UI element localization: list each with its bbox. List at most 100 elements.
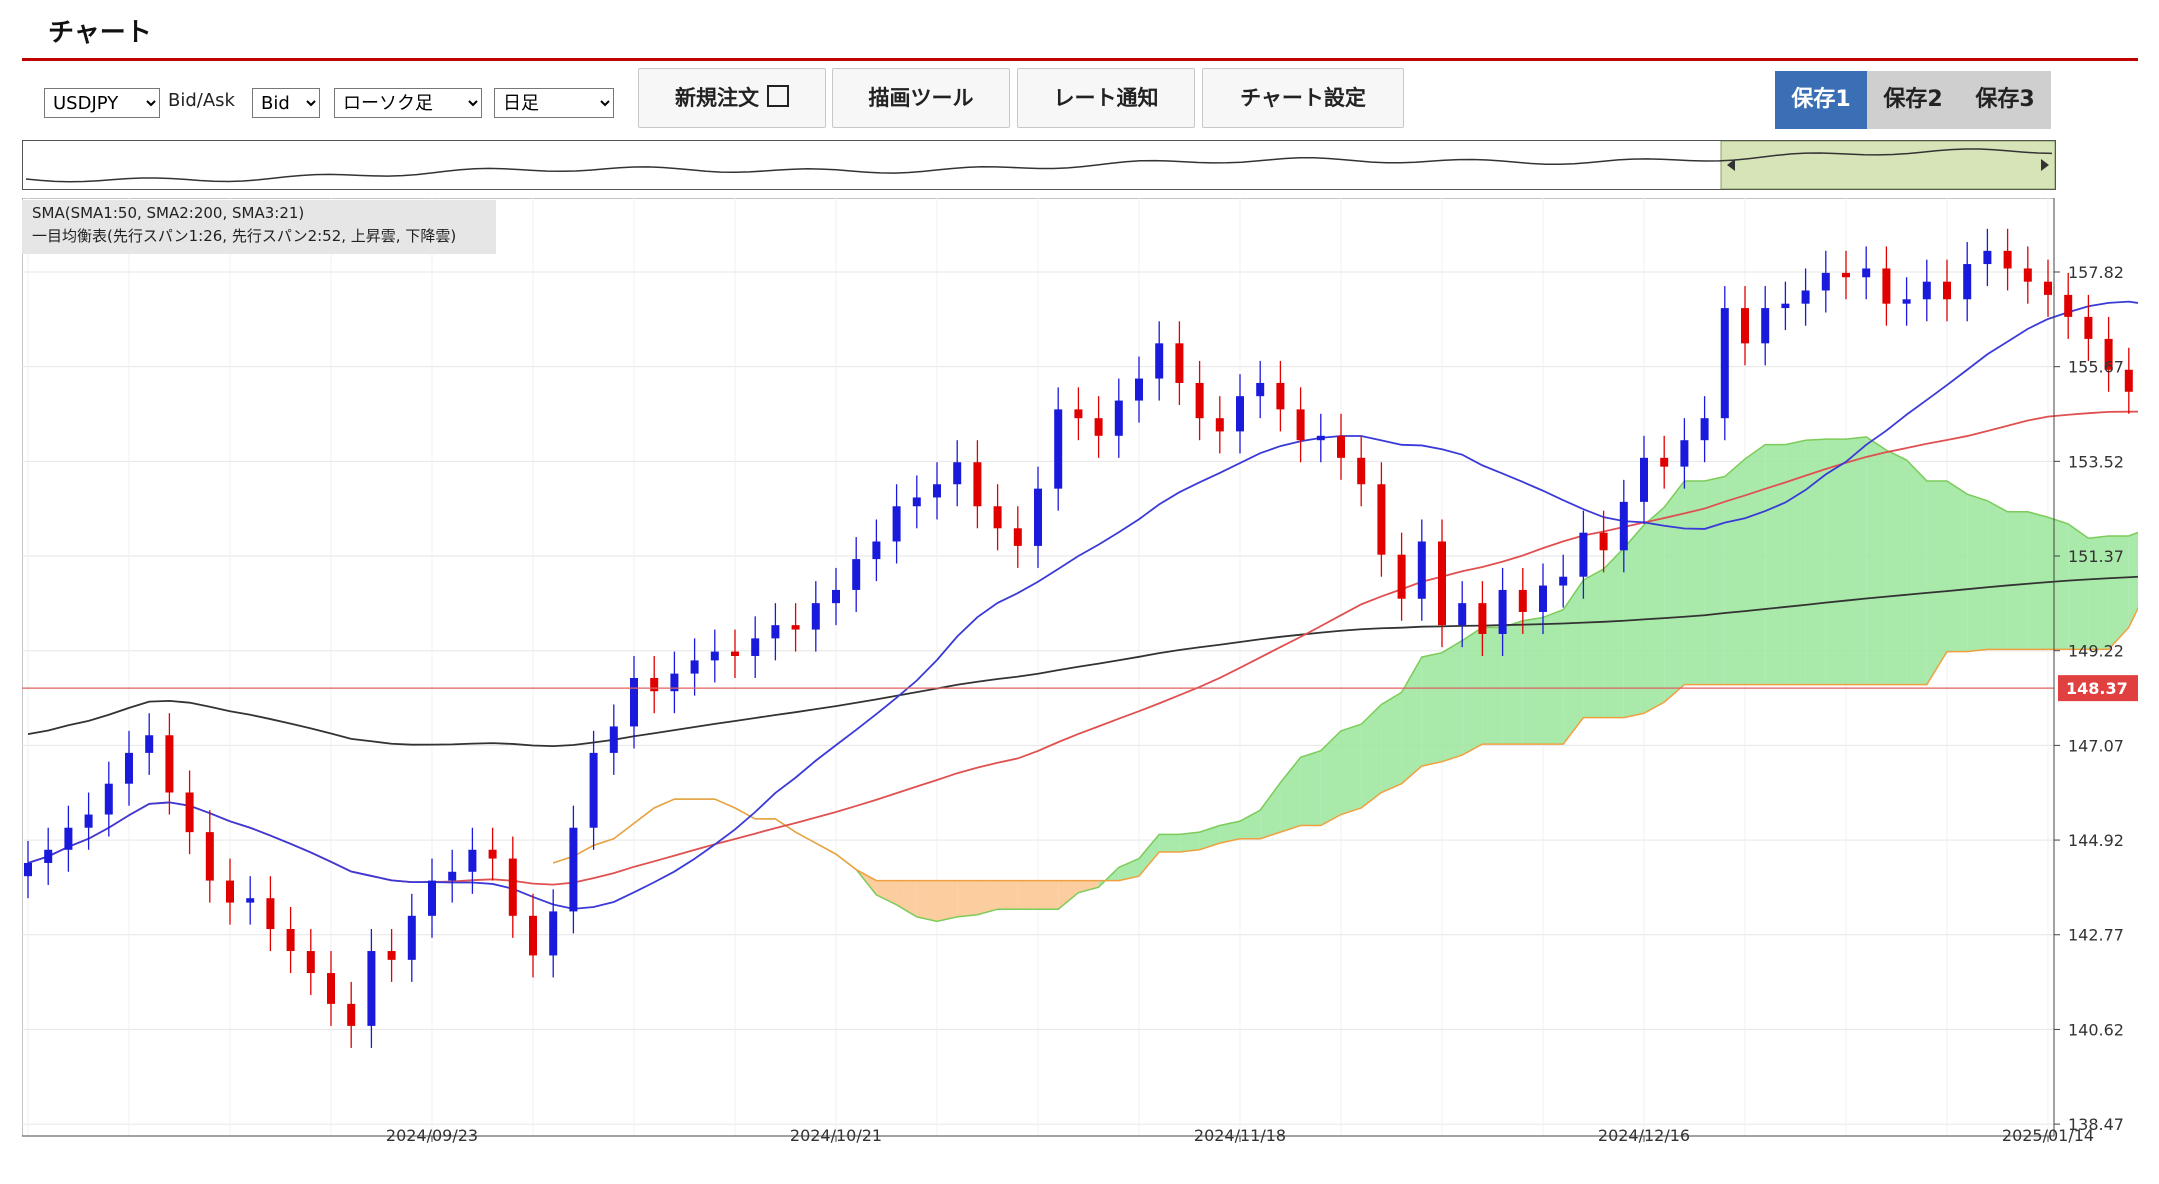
candle-up[interactable]	[549, 911, 558, 956]
candle-up[interactable]	[1781, 303, 1790, 309]
candle-up[interactable]	[1316, 435, 1325, 441]
candle-down[interactable]	[387, 951, 396, 960]
candle-down[interactable]	[791, 625, 800, 630]
candle-up[interactable]	[1720, 308, 1729, 419]
candle-down[interactable]	[1094, 418, 1103, 436]
candle-up[interactable]	[811, 603, 820, 630]
candle-up[interactable]	[44, 849, 53, 863]
candle-up[interactable]	[24, 862, 32, 877]
candle-down[interactable]	[1660, 457, 1669, 467]
candle-down[interactable]	[973, 462, 982, 507]
candle-down[interactable]	[2044, 281, 2052, 295]
candle-down[interactable]	[2124, 369, 2133, 392]
symbol-select[interactable]: USDJPY	[44, 88, 160, 118]
save-slot-1-button[interactable]: 保存1	[1775, 71, 1867, 129]
candle-down[interactable]	[1943, 281, 1951, 300]
candle-up[interactable]	[892, 506, 901, 542]
candle-up[interactable]	[569, 827, 578, 912]
candle-down[interactable]	[1478, 603, 1487, 634]
candle-down[interactable]	[1337, 435, 1345, 458]
candle-up[interactable]	[1579, 532, 1588, 577]
candle-up[interactable]	[1236, 396, 1244, 432]
candle-up[interactable]	[1700, 418, 1709, 441]
candle-down[interactable]	[731, 651, 739, 656]
navigator-selection[interactable]	[1720, 141, 2055, 189]
candle-down[interactable]	[2023, 268, 2032, 282]
candle-up[interactable]	[589, 752, 598, 828]
candle-up[interactable]	[1034, 488, 1042, 546]
candle-up[interactable]	[1054, 409, 1063, 489]
candle-up[interactable]	[367, 951, 376, 1026]
candle-up[interactable]	[832, 589, 840, 604]
candle-down[interactable]	[266, 898, 275, 930]
candle-down[interactable]	[1397, 554, 1406, 599]
candle-up[interactable]	[407, 915, 416, 960]
candle-down[interactable]	[1074, 409, 1083, 419]
candle-up[interactable]	[145, 735, 154, 753]
candle-down[interactable]	[1013, 528, 1022, 546]
candle-down[interactable]	[2003, 250, 2012, 269]
candle-down[interactable]	[185, 792, 194, 833]
candle-down[interactable]	[529, 915, 537, 956]
navigator-right-handle-icon[interactable]	[2041, 159, 2049, 171]
candle-down[interactable]	[2084, 316, 2093, 339]
candle-up[interactable]	[1821, 272, 1830, 291]
candle-up[interactable]	[1983, 250, 1992, 265]
candle-down[interactable]	[993, 506, 1002, 529]
candle-up[interactable]	[872, 541, 881, 560]
candle-down[interactable]	[1296, 409, 1305, 441]
chart-type-select[interactable]: ローソク足	[334, 88, 482, 118]
save-slot-2-button[interactable]: 保存2	[1867, 71, 1959, 129]
candle-up[interactable]	[751, 638, 760, 656]
candle-up[interactable]	[1135, 378, 1143, 401]
candle-up[interactable]	[1256, 382, 1265, 397]
candle-up[interactable]	[1417, 541, 1426, 599]
candle-down[interactable]	[650, 678, 659, 692]
candle-down[interactable]	[488, 849, 497, 859]
candle-up[interactable]	[1619, 501, 1628, 551]
candle-down[interactable]	[1438, 541, 1446, 626]
candle-up[interactable]	[670, 673, 679, 692]
candle-up[interactable]	[1559, 576, 1568, 586]
candle-up[interactable]	[1902, 299, 1911, 304]
candle-up[interactable]	[1963, 264, 1972, 300]
period-select[interactable]: 日足	[494, 88, 614, 118]
candle-down[interactable]	[1276, 382, 1285, 410]
chart-settings-button[interactable]: チャート設定	[1202, 68, 1404, 128]
candle-up[interactable]	[609, 726, 618, 753]
candle-down[interactable]	[165, 735, 174, 793]
candle-up[interactable]	[428, 880, 436, 916]
candle-up[interactable]	[1680, 440, 1689, 467]
candle-down[interactable]	[205, 832, 214, 881]
candle-down[interactable]	[1215, 418, 1224, 432]
candle-up[interactable]	[448, 871, 457, 881]
navigator-left-handle-icon[interactable]	[1727, 159, 1735, 171]
candle-down[interactable]	[226, 880, 234, 903]
price-chart[interactable]: 157.82 155.67 153.52 151.37 149.22 147.07 144.…	[21, 197, 2159, 1145]
candle-down[interactable]	[508, 858, 517, 916]
candle-up[interactable]	[933, 484, 941, 498]
candle-up[interactable]	[690, 660, 699, 674]
candle-down[interactable]	[1195, 382, 1204, 419]
candle-down[interactable]	[1599, 532, 1608, 551]
candle-up[interactable]	[710, 651, 719, 661]
candle-up[interactable]	[852, 559, 861, 590]
candle-up[interactable]	[1114, 400, 1123, 436]
candle-up[interactable]	[104, 783, 113, 815]
candle-up[interactable]	[468, 849, 477, 872]
candle-up[interactable]	[1458, 603, 1467, 626]
candle-down[interactable]	[1842, 272, 1850, 278]
candle-up[interactable]	[64, 827, 73, 850]
candle-down[interactable]	[1175, 343, 1184, 383]
candle-up[interactable]	[630, 678, 638, 727]
candle-down[interactable]	[286, 929, 295, 952]
save-slot-3-button[interactable]: 保存3	[1959, 71, 2051, 129]
candle-up[interactable]	[1498, 589, 1507, 634]
bidask-select[interactable]: Bid	[252, 88, 320, 118]
candle-up[interactable]	[246, 898, 255, 903]
candle-up[interactable]	[771, 625, 780, 639]
candle-down[interactable]	[1741, 308, 1749, 344]
candle-down[interactable]	[2064, 294, 2073, 317]
candle-up[interactable]	[912, 497, 921, 507]
new-order-button[interactable]: 新規注文	[638, 68, 826, 128]
